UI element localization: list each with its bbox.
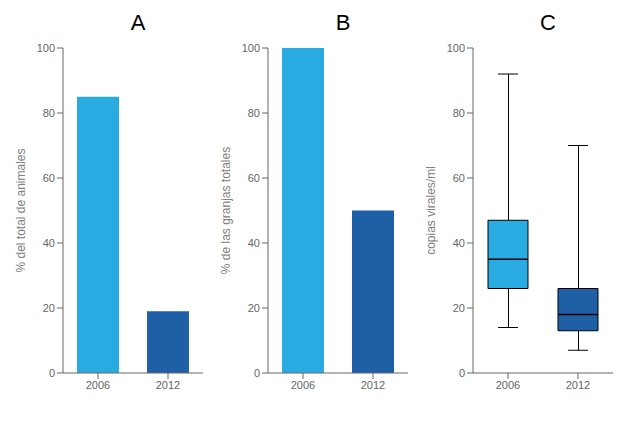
- svg-text:2012: 2012: [361, 379, 385, 391]
- svg-text:100: 100: [242, 42, 260, 54]
- svg-text:60: 60: [248, 172, 260, 184]
- svg-text:40: 40: [248, 237, 260, 249]
- svg-text:2012: 2012: [566, 379, 590, 391]
- svg-text:20: 20: [453, 302, 465, 314]
- svg-text:80: 80: [43, 107, 55, 119]
- svg-text:2006: 2006: [496, 379, 520, 391]
- svg-text:20: 20: [248, 302, 260, 314]
- svg-text:60: 60: [453, 172, 465, 184]
- svg-text:40: 40: [43, 237, 55, 249]
- svg-text:% de las granjas totales: % de las granjas totales: [219, 147, 233, 274]
- svg-text:0: 0: [49, 367, 55, 379]
- svg-text:2006: 2006: [86, 379, 110, 391]
- html-text:B: B: [335, 10, 351, 35]
- svg-text:80: 80: [453, 107, 465, 119]
- svg-text:40: 40: [453, 237, 465, 249]
- svg-text:copias virales/ml: copias virales/ml: [424, 166, 438, 255]
- svg-text:100: 100: [37, 42, 55, 54]
- svg-text:2012: 2012: [156, 379, 180, 391]
- svg-text:0: 0: [254, 367, 260, 379]
- svg-text:80: 80: [248, 107, 260, 119]
- html-text:A: A: [130, 10, 146, 35]
- svg-text:60: 60: [43, 172, 55, 184]
- html-text:C: C: [540, 10, 556, 35]
- svg-text:0: 0: [459, 367, 465, 379]
- svg-text:20: 20: [43, 302, 55, 314]
- svg-text:2006: 2006: [291, 379, 315, 391]
- svg-text:% del total de animales: % del total de animales: [14, 148, 28, 272]
- svg-text:100: 100: [447, 42, 465, 54]
